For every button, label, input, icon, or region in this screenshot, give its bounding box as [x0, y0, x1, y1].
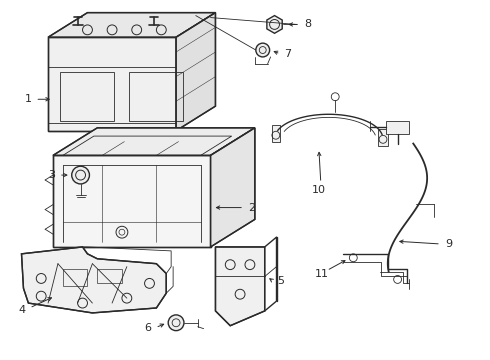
Text: 4: 4 — [18, 305, 25, 315]
Polygon shape — [48, 13, 216, 37]
Text: 11: 11 — [315, 269, 329, 279]
Polygon shape — [53, 156, 211, 247]
Polygon shape — [216, 247, 265, 326]
Polygon shape — [53, 128, 255, 156]
Circle shape — [168, 315, 184, 330]
Polygon shape — [386, 121, 410, 134]
Polygon shape — [48, 37, 176, 131]
Polygon shape — [267, 15, 282, 33]
Text: 8: 8 — [304, 19, 311, 30]
Text: 9: 9 — [445, 239, 452, 249]
Text: 3: 3 — [48, 170, 55, 180]
Polygon shape — [176, 13, 216, 131]
Text: 2: 2 — [248, 203, 255, 212]
Text: 1: 1 — [24, 94, 31, 104]
Polygon shape — [22, 247, 166, 313]
Text: 6: 6 — [145, 323, 151, 333]
Text: 10: 10 — [312, 185, 326, 195]
Text: 7: 7 — [284, 49, 292, 59]
Circle shape — [72, 166, 90, 184]
Circle shape — [256, 43, 270, 57]
Polygon shape — [272, 125, 280, 142]
Polygon shape — [378, 130, 388, 146]
Polygon shape — [211, 128, 255, 247]
Text: 5: 5 — [277, 276, 285, 287]
